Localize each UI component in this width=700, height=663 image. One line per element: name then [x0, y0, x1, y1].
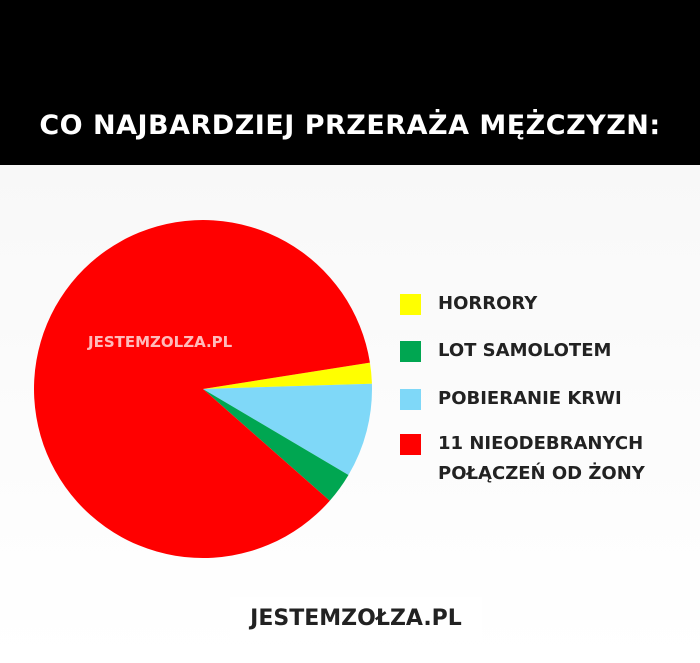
legend-label: POBIERANIE KRWI	[438, 388, 622, 409]
legend-item: POBIERANIE KRWI	[400, 388, 688, 414]
legend-swatch	[400, 389, 421, 410]
title-band	[0, 0, 700, 165]
legend-item: HORRORY	[400, 293, 688, 319]
legend-item: 11 NIEODEBRANYCH POŁĄCZEŃ OD ŻONY	[400, 433, 688, 489]
chart-title: CO NAJBARDZIEJ PRZERAŻA MĘŻCZYZN:	[39, 110, 661, 141]
legend-swatch	[400, 434, 421, 455]
legend-swatch	[400, 341, 421, 362]
pie-slice	[34, 220, 370, 559]
legend-swatch	[400, 294, 421, 315]
pie-slice	[203, 362, 372, 389]
logo: JESTEMZOŁZA.PL	[230, 597, 482, 641]
pie-slice	[203, 389, 349, 501]
legend-label: LOT SAMOLOTEM	[438, 340, 612, 361]
legend-label: HORRORY	[438, 293, 538, 314]
legend-label: 11 NIEODEBRANYCH POŁĄCZEŃ OD ŻONY	[438, 433, 645, 484]
legend-item: LOT SAMOLOTEM	[400, 340, 688, 366]
watermark: JESTEMZOLZA.PL	[88, 333, 233, 351]
pie-slice	[203, 383, 372, 476]
